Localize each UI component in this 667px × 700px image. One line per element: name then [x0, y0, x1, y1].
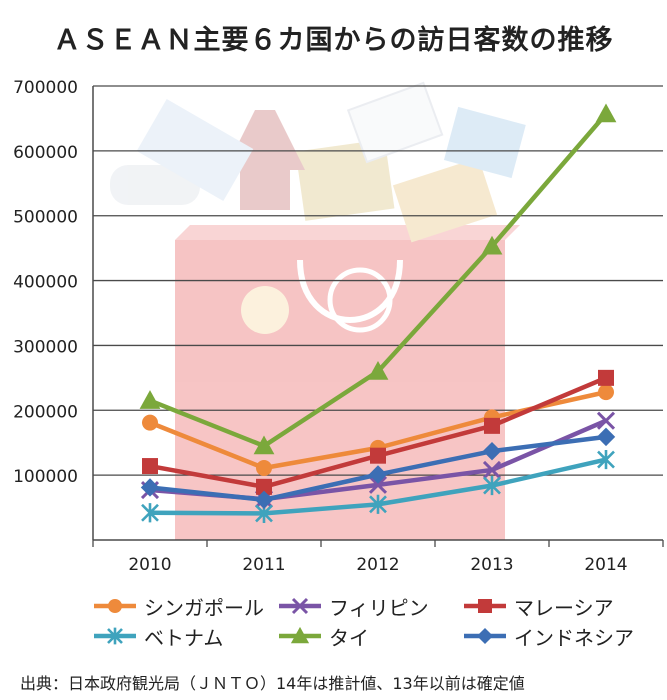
data-point	[256, 478, 272, 495]
series-2	[142, 369, 614, 495]
series-3	[141, 449, 615, 524]
axes	[92, 86, 664, 547]
legend-label: マレーシア	[514, 595, 614, 620]
legend-item: インドネシア	[462, 623, 634, 650]
x-tick-label: 2012	[356, 555, 399, 575]
data-point	[482, 441, 502, 461]
legend-swatch-marker	[478, 599, 492, 613]
x-tick-label: 2014	[584, 555, 627, 575]
y-tick-label: 200000	[13, 402, 78, 422]
legend-swatch-marker	[291, 597, 309, 615]
data-point	[595, 103, 617, 123]
line-chart: 100000 200000 300000 400000 500000 600000 7000…	[13, 78, 664, 575]
legend-item: シンガポール	[92, 593, 264, 620]
legend-item: フィリピン	[277, 593, 429, 620]
x-tick-label: 2013	[470, 555, 513, 575]
data-point	[139, 390, 161, 409]
data-point	[254, 490, 274, 509]
data-point	[256, 460, 272, 477]
y-tick-label: 100000	[13, 467, 78, 487]
data-point	[598, 369, 614, 386]
legend-swatch-marker	[108, 599, 122, 613]
y-tick-label: 500000	[13, 208, 78, 228]
legend-swatch	[94, 627, 136, 645]
legend-swatch-marker	[476, 627, 494, 645]
y-axis-ticks: 100000 200000 300000 400000 500000 600000 7000…	[13, 78, 78, 487]
y-tick-label: 400000	[13, 273, 78, 293]
legend-item: マレーシア	[462, 593, 614, 620]
x-tick-label: 2011	[242, 555, 285, 575]
legend-swatch-marker	[107, 627, 123, 645]
data-point	[367, 360, 389, 380]
data-point	[368, 465, 388, 484]
legend-label: インドネシア	[514, 625, 634, 650]
data-point	[140, 478, 160, 497]
legend-label: ベトナム	[144, 625, 224, 650]
legend-swatch	[464, 627, 506, 645]
legend-swatch	[279, 626, 321, 644]
data-point	[370, 447, 386, 464]
legend-label: シンガポール	[144, 595, 264, 620]
data-point	[482, 460, 502, 480]
legend-swatch	[464, 599, 506, 613]
data-point	[483, 475, 501, 496]
data-point	[253, 435, 275, 455]
series-4	[139, 103, 617, 455]
data-point	[598, 384, 614, 401]
legend-swatch-marker	[290, 626, 310, 644]
series-group	[139, 103, 617, 524]
chart-title: ＡＳＥＡＮ主要６カ国からの訪日客数の推移	[53, 25, 614, 56]
data-point	[369, 494, 387, 514]
data-point	[142, 414, 158, 431]
data-point	[368, 475, 388, 494]
y-tick-label: 700000	[13, 78, 78, 98]
data-point	[481, 235, 503, 255]
legend-item: タイ	[277, 623, 369, 650]
data-point	[596, 411, 616, 430]
data-point	[142, 458, 158, 475]
legend-swatch	[279, 597, 321, 615]
legend-label: タイ	[329, 625, 369, 650]
legend-label: フィリピン	[329, 595, 429, 620]
data-point	[597, 449, 615, 470]
legend-item: ベトナム	[92, 623, 224, 650]
y-tick-label: 300000	[13, 337, 78, 357]
y-tick-label: 600000	[13, 143, 78, 163]
x-axis-ticks: 2010 2011 2012 2013 2014	[128, 555, 627, 575]
x-tick-label: 2010	[128, 555, 171, 575]
data-point	[596, 427, 616, 447]
data-point	[141, 503, 159, 523]
series-5	[140, 427, 616, 509]
legend-swatch	[94, 599, 136, 613]
data-point	[484, 417, 500, 434]
source-note: 出典：日本政府観光局（ＪＮＴＯ）14年は推計値、13年以前は確定値	[20, 674, 525, 693]
